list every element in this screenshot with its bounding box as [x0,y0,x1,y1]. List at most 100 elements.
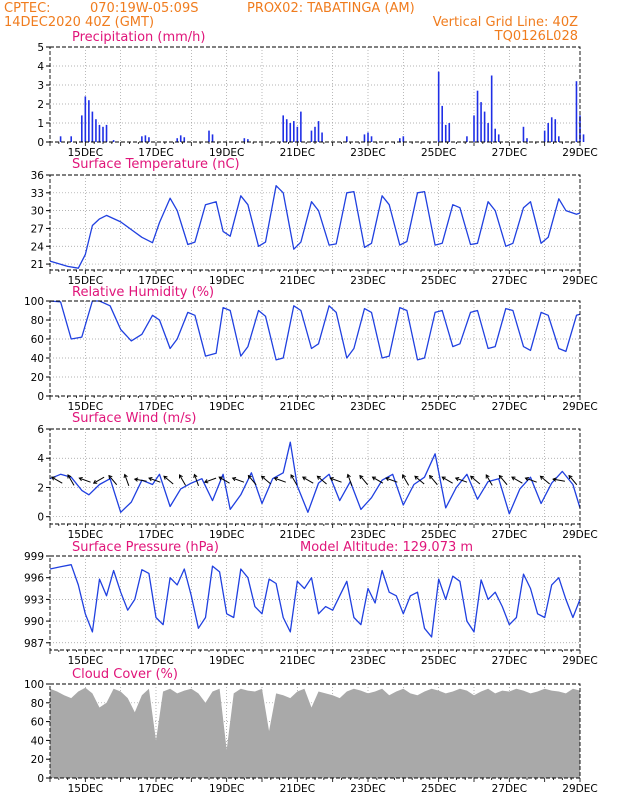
y-tick-label: 0 [37,773,44,785]
wind-arrow-head [218,476,223,481]
precip-bar [289,123,292,142]
precip-bar [84,96,87,142]
precip-bar [314,126,316,142]
wind-arrow-head [568,474,573,480]
wind-arrow-head [178,474,183,479]
wind-arrow-shaft [470,475,481,485]
wind-arrow-head [133,477,139,482]
precip-bar [547,123,549,142]
precip-bar [70,136,72,142]
wind-arrow-shaft [552,478,565,482]
y-tick-label: 0 [37,391,44,403]
wind-arrow [552,477,565,482]
wind-arrow-head [511,476,516,481]
wind-arrow-shaft [414,475,425,485]
x-tick-label: 29DEC [562,147,597,159]
wind-arrow-shaft [485,474,493,486]
y-tick-label: 60 [31,717,44,729]
wind-arrow [123,473,130,486]
precip-bar [112,140,115,142]
precip-bar [497,134,500,142]
wind-arrow [485,474,493,486]
precip-bar [367,132,369,142]
precip-bar [282,115,284,142]
wind-arrow [316,475,327,485]
precip-bar [483,111,486,142]
precip-bar [399,138,401,142]
precip-bar [490,75,493,142]
header-source: CPTEC: [4,1,51,16]
series-line [49,185,581,269]
x-tick-label: 19DEC [209,783,244,795]
wind-arrow [429,474,438,486]
x-tick-label: 17DEC [138,655,173,667]
wind-arrow [414,475,425,485]
precip-bar [81,115,83,142]
wind-arrow-head [260,475,266,480]
wind-arrow-shaft [218,476,230,484]
x-tick-label: 19DEC [209,655,244,667]
precip-bar [179,135,182,142]
x-tick-label: 25DEC [421,655,456,667]
y-tick-label: 4 [37,453,44,465]
wind-arrow [273,476,286,483]
x-tick-label: 21DEC [280,529,315,541]
wind-arrow-shaft [402,474,410,486]
precip-bar [444,124,447,142]
wind-arrow-shaft [525,477,537,483]
y-tick-label: 5 [37,42,44,54]
panel-title: Relative Humidity (%) [72,285,214,300]
wind-arrow-head [163,475,168,480]
wind-arrow-shaft [248,475,257,486]
precip-bar [293,121,295,142]
wind-arrow [385,476,398,483]
wind-arrow [524,476,537,483]
precip-bar [466,136,468,142]
wind-arrow-head [414,475,419,480]
x-tick-label: 19DEC [209,401,244,413]
precip-bar [473,115,475,142]
x-tick-label: 27DEC [492,275,527,287]
panel-2: Surface Temperature (nC) 21 24 27 30 33 36 15DE… [31,157,598,287]
header-coords: 070:19W-05:09S [90,1,198,16]
precip-bar [543,130,546,142]
series-line [49,441,581,515]
wind-arrow-shaft [540,475,550,485]
x-tick-label: 25DEC [421,401,456,413]
wind-arrow-shaft [359,475,369,486]
x-tick-label: 23DEC [350,275,385,287]
y-tick-label: 100 [24,296,44,308]
wind-arrow-head [552,477,557,482]
y-tick-label: 40 [31,735,44,747]
panel-6: Cloud Cover (%) 0 20 40 60 80 100 15DEC 17DEC 19D… [24,667,598,795]
wind-arrow [231,476,245,483]
wind-arrow [51,476,63,484]
wind-arrow-shaft [204,477,217,483]
wind-arrow-head [329,476,334,482]
y-tick-label: 80 [31,315,44,327]
y-tick-label: 60 [31,334,44,346]
y-tick-label: 993 [24,594,44,606]
wind-arrow [92,476,105,484]
precip-bar [144,135,147,142]
precip-bar [476,90,479,142]
precip-bar [247,139,249,142]
precip-bar [310,130,313,142]
y-tick-label: 20 [31,372,44,384]
y-tick-label: 24 [31,241,45,253]
y-tick-label: 987 [24,638,44,650]
wind-arrow-head [51,476,56,481]
x-tick-label: 19DEC [209,529,244,541]
wind-arrow [218,476,230,484]
wind-arrow-shaft [498,475,508,486]
x-tick-label: 27DEC [492,655,527,667]
x-tick-label: 29DEC [562,655,597,667]
y-tick-label: 0 [37,137,44,149]
wind-arrow [511,476,523,484]
wind-arrow-head [539,475,544,480]
wind-arrow [133,477,147,482]
y-tick-label: 30 [31,206,44,218]
precip-bar [148,137,150,142]
wind-arrow-head [498,474,503,480]
